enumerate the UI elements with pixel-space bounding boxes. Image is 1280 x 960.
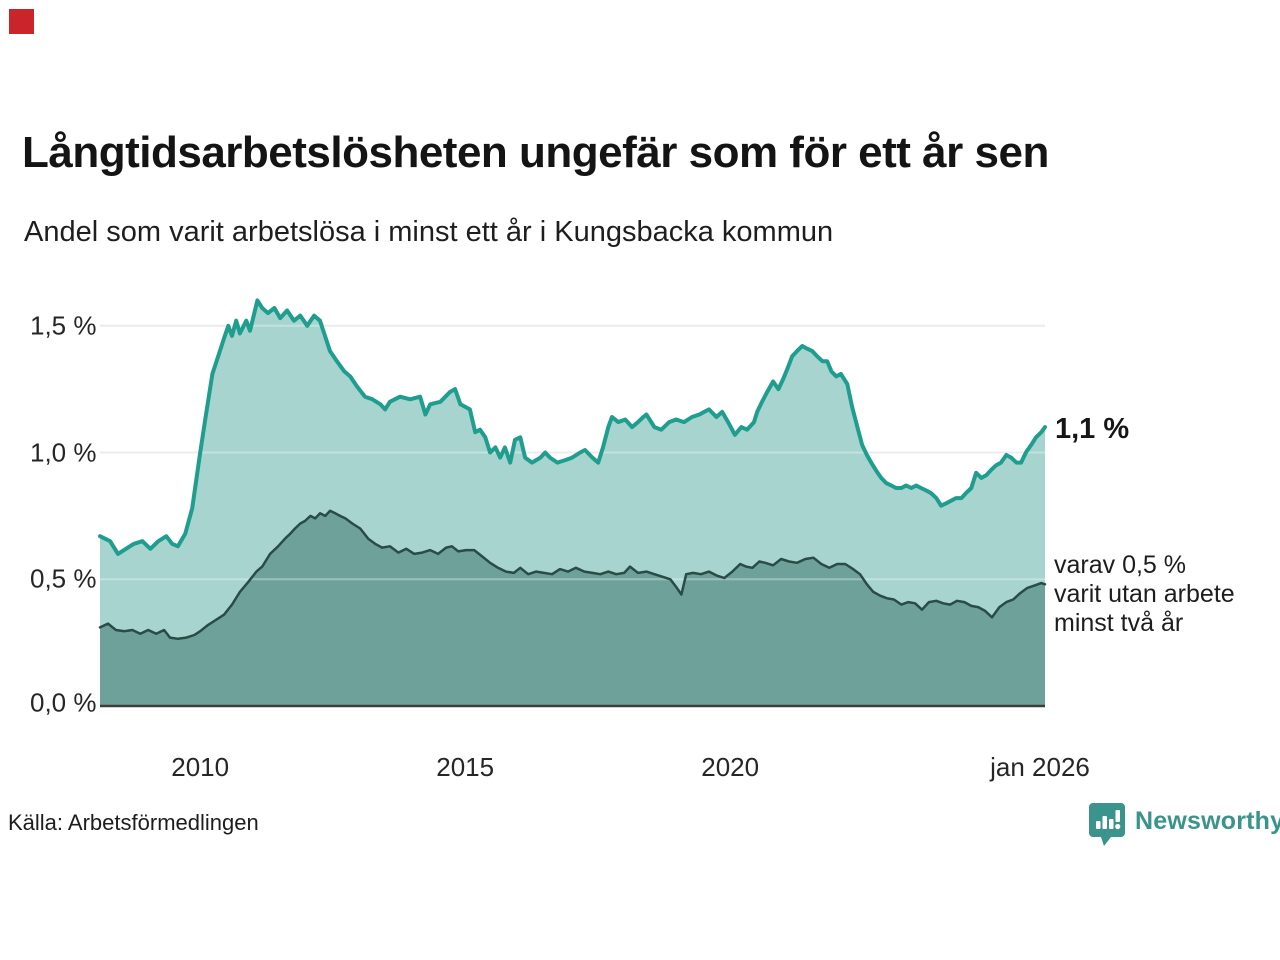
chart-title: Långtidsarbetslösheten ungefär som för e… <box>22 128 1049 177</box>
newsworthy-logo-icon <box>1089 803 1125 846</box>
gridline-overlays <box>100 324 1045 581</box>
series-end-value-label: 1,1 % <box>1055 413 1130 445</box>
source-credit: Källa: Arbetsförmedlingen <box>8 810 259 835</box>
x-tick-label: 2020 <box>701 752 760 782</box>
chart-subtitle: Andel som varit arbetslösa i minst ett å… <box>24 216 834 248</box>
series2-annotation-line2: varit utan arbete <box>1054 580 1235 608</box>
newsworthy-brand: Newsworthy <box>1088 802 1280 848</box>
newsworthy-brand-name: Newsworthy <box>1135 807 1280 835</box>
series-lines <box>98 298 1047 641</box>
y-tick-label: 0,5 % <box>30 563 97 594</box>
x-tick-label: jan 2026 <box>990 752 1090 782</box>
y-tick-label: 1,0 % <box>30 437 97 467</box>
series-1-line <box>98 298 1047 556</box>
series-2-line <box>98 509 1047 641</box>
x-tick-label: 2015 <box>436 752 495 782</box>
y-tick-label: 1,5 % <box>30 310 97 341</box>
series2-annotation: varav 0,5 % varit utan arbete minst två … <box>1054 551 1235 638</box>
x-tick-label: 2010 <box>171 752 230 782</box>
series2-annotation-line3: minst två år <box>1054 609 1184 637</box>
red-square-marker <box>9 9 34 34</box>
y-tick-label: 0,0 % <box>30 687 97 718</box>
series2-annotation-line1: varav 0,5 % <box>1054 551 1187 579</box>
area-fills <box>100 300 1045 706</box>
